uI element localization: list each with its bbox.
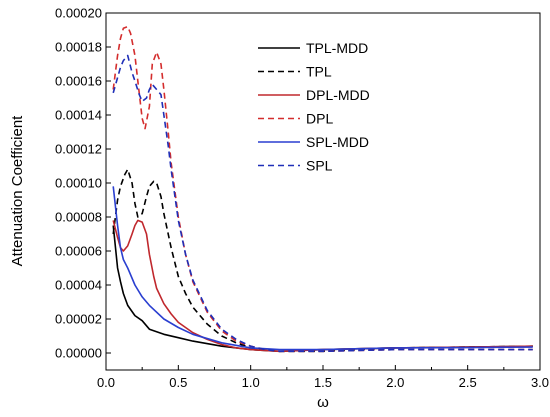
series-line-spl: [112, 54, 533, 353]
y-tick-label: 0.00010: [55, 176, 102, 191]
legend-label: TPL-MDD: [306, 40, 368, 56]
y-tick-label: 0.00014: [55, 108, 102, 123]
legend: TPL-MDD TPL DPL-MDD DPL SPL-MDD SPL: [258, 40, 370, 174]
legend-label: SPL: [306, 158, 333, 174]
x-tick-label: 3.0: [531, 375, 549, 390]
legend-label: TPL: [306, 64, 332, 80]
series-line-tpl: [112, 168, 533, 353]
x-tick-label: 2.0: [386, 375, 404, 390]
x-tick-label: 0.5: [169, 375, 187, 390]
x-tick-label: 0.0: [97, 375, 115, 390]
y-tick-label: 0.00012: [55, 142, 102, 157]
y-axis-title: Attenuation Coefficient: [9, 115, 26, 266]
y-tick-label: 0.00006: [55, 244, 102, 259]
y-tick-label: 0.00016: [55, 74, 102, 89]
x-axis-title: ω: [317, 394, 329, 411]
series-line-spl-mdd: [112, 186, 533, 351]
x-tick-label: 1.0: [242, 375, 260, 390]
x-tick-label: 1.5: [314, 375, 332, 390]
legend-label: DPL: [306, 111, 333, 127]
y-tick-label: 0.00020: [55, 6, 102, 21]
y-tick-label: 0.00018: [55, 40, 102, 55]
y-tick-label: 0.00004: [55, 278, 102, 293]
legend-label: SPL-MDD: [306, 134, 369, 150]
series-layer: [112, 25, 533, 353]
legend-label: DPL-MDD: [306, 87, 370, 103]
y-tick-label: 0.00002: [55, 312, 102, 327]
y-tick-label: 0.00000: [55, 346, 102, 361]
y-tick-label: 0.00008: [55, 210, 102, 225]
series-line-dpl-mdd: [112, 219, 533, 353]
axes-layer: 0.0 0.5 1.0 1.5 2.0 2.5 3.0 0.00000 0.00002 0.000…: [55, 6, 549, 391]
x-tick-label: 2.5: [459, 375, 477, 390]
